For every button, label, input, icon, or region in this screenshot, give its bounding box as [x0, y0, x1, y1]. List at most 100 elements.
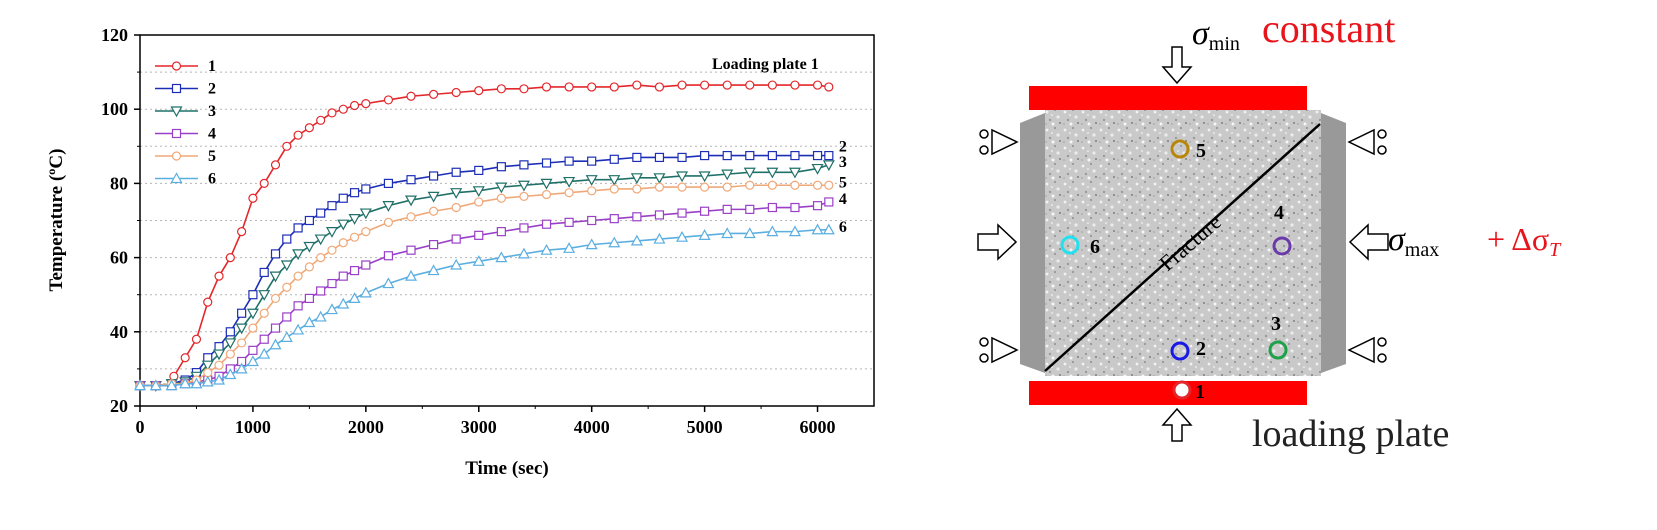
series-6-point	[224, 368, 237, 380]
series-2-point	[270, 249, 281, 259]
series-1-point	[812, 80, 823, 90]
series-5-point	[225, 349, 235, 359]
series-1-point	[237, 227, 247, 237]
series-5-point	[361, 227, 371, 237]
series-1-point	[632, 80, 642, 90]
series-4-point	[259, 334, 269, 344]
series-3-point	[201, 360, 214, 372]
sensor-1: 1	[1172, 380, 1205, 403]
series-5-point	[304, 262, 314, 272]
series-3-point	[495, 182, 508, 194]
series-5-point	[519, 191, 529, 201]
series-2-point	[429, 171, 439, 181]
legend-item-5: 5	[155, 148, 216, 165]
series-5-point	[677, 182, 687, 192]
axis-ticks: 20 40 60 80 100 120 0 1000 2000 3000 4000 5000 6000	[101, 25, 836, 437]
series-6-point	[608, 236, 621, 248]
legend-item-4: 4	[155, 126, 216, 143]
series-1-point	[587, 82, 597, 92]
series-3-point	[563, 176, 576, 188]
series-2-point	[451, 167, 461, 177]
series-5-point	[327, 245, 337, 255]
y-tick-label: 20	[110, 396, 128, 416]
series-5-point	[632, 184, 642, 194]
sensor-4-label: 4	[1274, 202, 1284, 224]
series-2-point	[203, 353, 213, 363]
y-tick-label: 80	[110, 173, 128, 193]
series-3-point	[280, 260, 293, 272]
series-1-point	[474, 86, 484, 96]
series-2-point	[587, 156, 597, 166]
series-1-point	[225, 253, 235, 263]
right-arrow-icon	[1348, 223, 1389, 261]
series-5-point	[383, 217, 394, 227]
series-3-point	[811, 163, 824, 175]
legend-label: 3	[208, 103, 216, 120]
legend-marker	[171, 83, 182, 94]
x-tick-label: 1000	[235, 417, 271, 437]
series-6-point	[517, 247, 530, 259]
series-1-point	[180, 353, 190, 363]
legend-item-1: 1	[155, 58, 216, 75]
series-6-point	[721, 227, 734, 239]
series-2-point	[654, 152, 665, 163]
x-tick-label: 2000	[348, 417, 384, 437]
series-1-point	[327, 108, 337, 118]
series-6-point	[213, 373, 226, 385]
series-2-point	[790, 150, 800, 161]
series-6-point	[165, 379, 178, 391]
series-2-point	[812, 150, 823, 161]
series-1-point	[259, 178, 269, 188]
legend-label: 5	[208, 148, 216, 165]
sensor-2-marker	[1170, 341, 1190, 361]
series-1-point	[654, 82, 665, 92]
legend-marker	[171, 61, 182, 71]
series-5-point	[293, 271, 303, 281]
series-6-point	[149, 379, 162, 391]
series-5-point	[259, 308, 269, 318]
series-1-point	[270, 160, 281, 170]
series-3-point	[721, 169, 734, 181]
bottom-arrow-icon	[1161, 407, 1193, 442]
series-4-point	[383, 251, 394, 261]
series-5-point	[270, 293, 281, 304]
series-6-point	[653, 232, 666, 244]
series-6-point	[337, 297, 350, 309]
series-6-point	[788, 225, 801, 237]
series-1-point	[406, 91, 416, 101]
series-3-end-label: 3	[839, 154, 847, 171]
series-3-point	[235, 323, 248, 335]
series-1-point	[541, 82, 552, 92]
series-4-point	[304, 293, 314, 304]
series-1-point	[293, 130, 303, 140]
series-3-point	[213, 349, 226, 361]
series-3-point	[540, 178, 553, 190]
series-1-point	[722, 80, 732, 90]
roller-support-icon	[979, 128, 1387, 364]
series-5-point	[451, 202, 461, 213]
series-2-point	[767, 150, 777, 161]
series-4-point	[270, 323, 281, 333]
series-6-point	[201, 375, 214, 387]
series-3-point	[743, 167, 756, 179]
series-5-point	[214, 360, 224, 370]
series-6-point	[303, 316, 316, 328]
loading-plate-annotation: Loading plate 1	[712, 56, 819, 73]
series-1-point	[383, 95, 394, 105]
series-3-point	[676, 171, 689, 183]
sensor-2-label: 2	[1196, 338, 1206, 360]
series-3-point	[698, 171, 711, 183]
series-6-point	[540, 243, 553, 255]
fracture-line	[1044, 123, 1321, 372]
series-1-point	[767, 80, 777, 90]
series-6-point	[246, 355, 259, 367]
legend-marker	[171, 128, 182, 139]
series-2-end-label: 2	[839, 139, 847, 156]
series-3-point	[766, 167, 779, 179]
series-1-point	[282, 141, 292, 151]
series-4-point	[541, 219, 552, 229]
series-3-point	[314, 234, 327, 246]
legend-marker	[171, 151, 182, 161]
series-1-point	[519, 84, 529, 94]
series-6-point	[359, 286, 372, 298]
